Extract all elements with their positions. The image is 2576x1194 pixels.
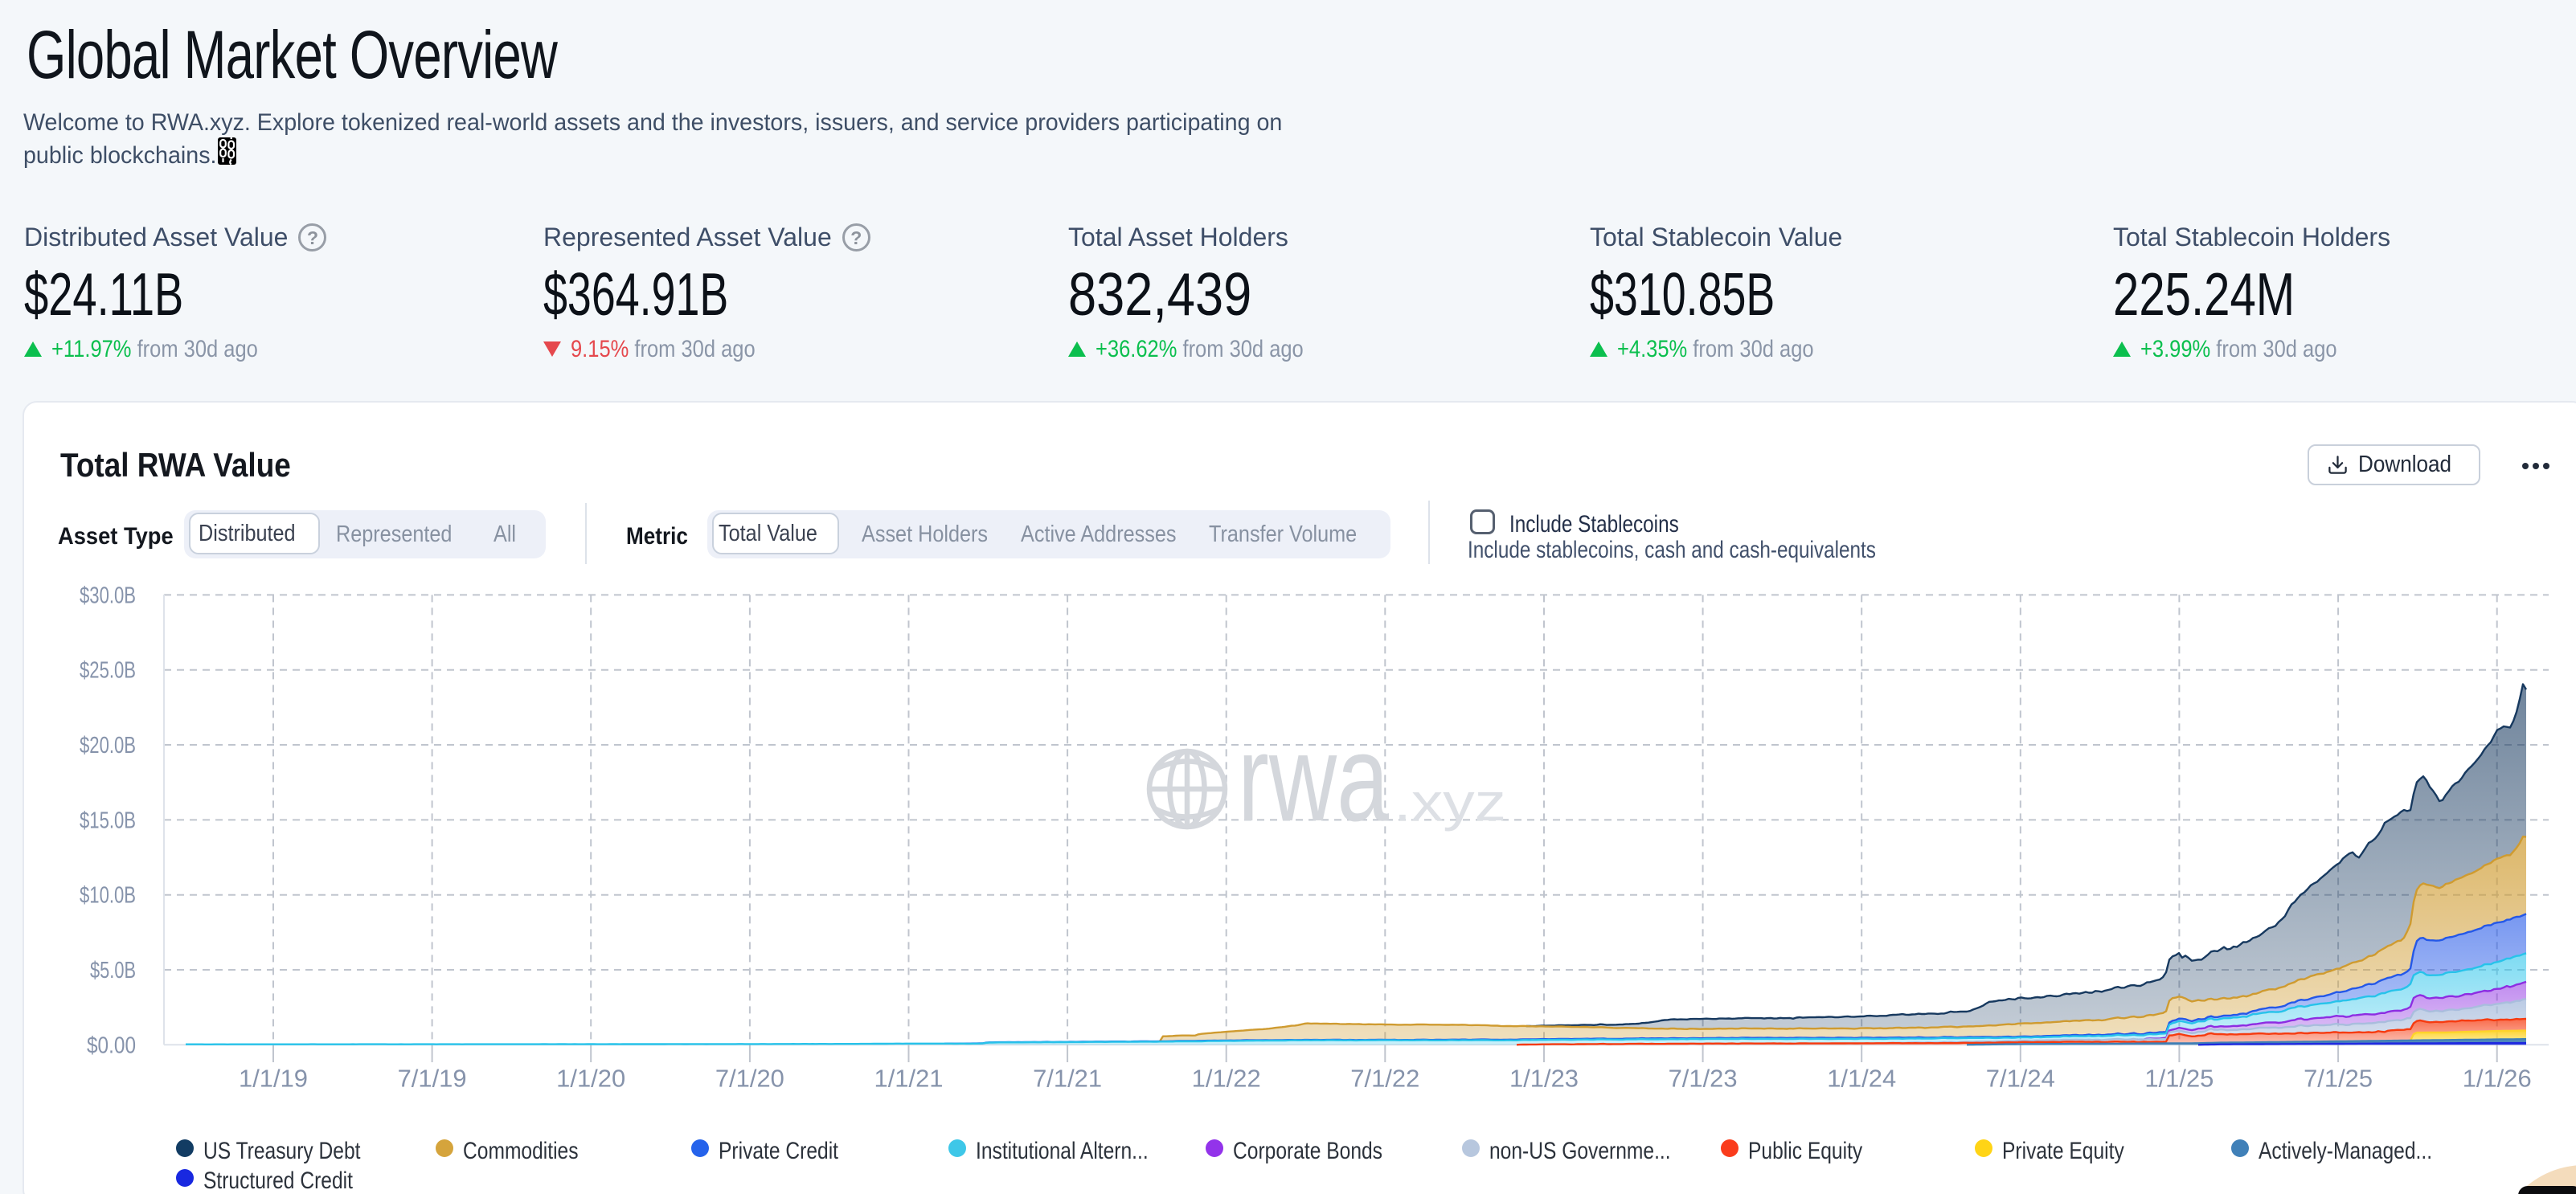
svg-text:1/1/26: 1/1/26: [2463, 1065, 2532, 1093]
svg-text:1/1/24: 1/1/24: [1827, 1065, 1896, 1093]
svg-text:1/1/21: 1/1/21: [874, 1065, 944, 1093]
svg-text:$20.0B: $20.0B: [80, 733, 136, 759]
svg-text:7/1/24: 7/1/24: [1986, 1065, 2055, 1093]
svg-text:7/1/22: 7/1/22: [1350, 1065, 1419, 1093]
svg-text:$5.0B: $5.0B: [90, 958, 136, 983]
svg-text:.xyz: .xyz: [1394, 772, 1506, 832]
svg-text:1/1/25: 1/1/25: [2144, 1065, 2214, 1093]
svg-text:$15.0B: $15.0B: [80, 808, 136, 833]
svg-text:7/1/25: 7/1/25: [2304, 1065, 2373, 1093]
svg-text:1/1/20: 1/1/20: [556, 1065, 625, 1093]
svg-text:$25.0B: $25.0B: [80, 658, 136, 684]
svg-text:1/1/22: 1/1/22: [1192, 1065, 1261, 1093]
svg-text:7/1/21: 7/1/21: [1033, 1065, 1102, 1093]
svg-text:$10.0B: $10.0B: [80, 883, 136, 909]
svg-text:7/1/19: 7/1/19: [398, 1065, 467, 1093]
svg-text:7/1/20: 7/1/20: [715, 1065, 784, 1093]
svg-text:7/1/23: 7/1/23: [1669, 1065, 1738, 1093]
svg-text:$30.0B: $30.0B: [80, 583, 136, 608]
svg-text:rwa: rwa: [1238, 709, 1390, 847]
svg-text:$0.00: $0.00: [87, 1032, 136, 1058]
svg-text:1/1/19: 1/1/19: [239, 1065, 308, 1093]
svg-text:1/1/23: 1/1/23: [1509, 1065, 1579, 1093]
